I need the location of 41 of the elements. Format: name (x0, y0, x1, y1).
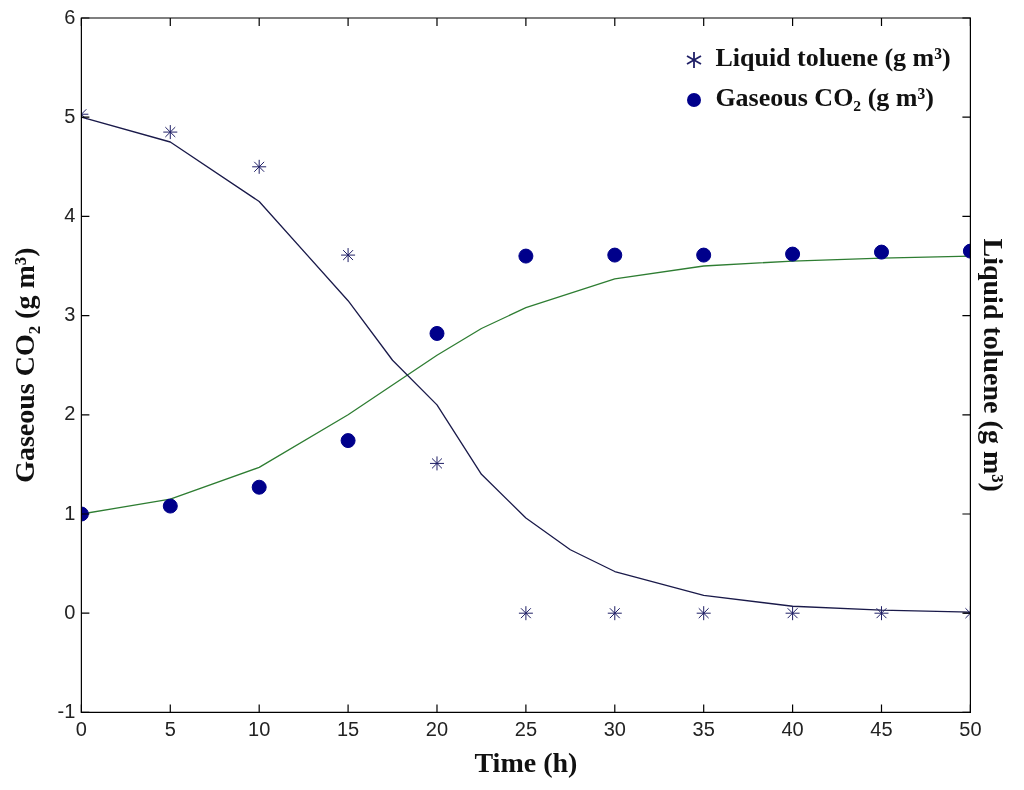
y-tick-label: 5 (64, 104, 76, 127)
y2-axis-title: Liquid toluene (g m³) (977, 238, 1009, 492)
y-tick-label: 4 (64, 203, 76, 226)
point (607, 605, 623, 621)
point (429, 325, 445, 341)
point (785, 605, 801, 621)
point (340, 433, 356, 449)
x-tick-label: 15 (336, 717, 360, 740)
x-tick-label: 45 (870, 717, 893, 740)
x-tick-label: 25 (514, 717, 538, 740)
x-tick-label: 50 (959, 717, 982, 740)
legend-label: Liquid toluene (g m³) (715, 43, 951, 72)
point (340, 247, 356, 263)
point (607, 247, 623, 263)
x-tick-label: 5 (164, 717, 176, 740)
point (518, 248, 534, 264)
x-tick-label: 35 (692, 717, 715, 740)
y-tick-label: 3 (64, 303, 76, 326)
point (696, 605, 712, 621)
x-tick-label: 20 (425, 717, 449, 740)
point (251, 479, 267, 495)
point (162, 124, 178, 140)
y-tick-label: -1 (57, 699, 76, 722)
y-axis-title: Gaseous CO₂ (g m³) (9, 247, 41, 483)
point (874, 605, 889, 621)
point (251, 159, 267, 175)
point (518, 605, 534, 621)
legend-label: Gaseous CO₂ (g m³) (715, 83, 934, 112)
x-tick-label: 30 (603, 717, 626, 740)
point (429, 455, 445, 471)
x-axis-title: Time (h) (474, 747, 578, 779)
x-tick-label: 10 (248, 717, 271, 740)
x-tick-label: 40 (781, 717, 804, 740)
y-tick-label: 2 (64, 402, 76, 425)
y-tick-label: 0 (64, 600, 76, 623)
point (162, 498, 178, 514)
point (874, 244, 889, 260)
y-tick-label: 6 (64, 5, 76, 28)
point (696, 247, 712, 263)
point (785, 246, 801, 262)
y-tick-label: 1 (64, 501, 76, 524)
